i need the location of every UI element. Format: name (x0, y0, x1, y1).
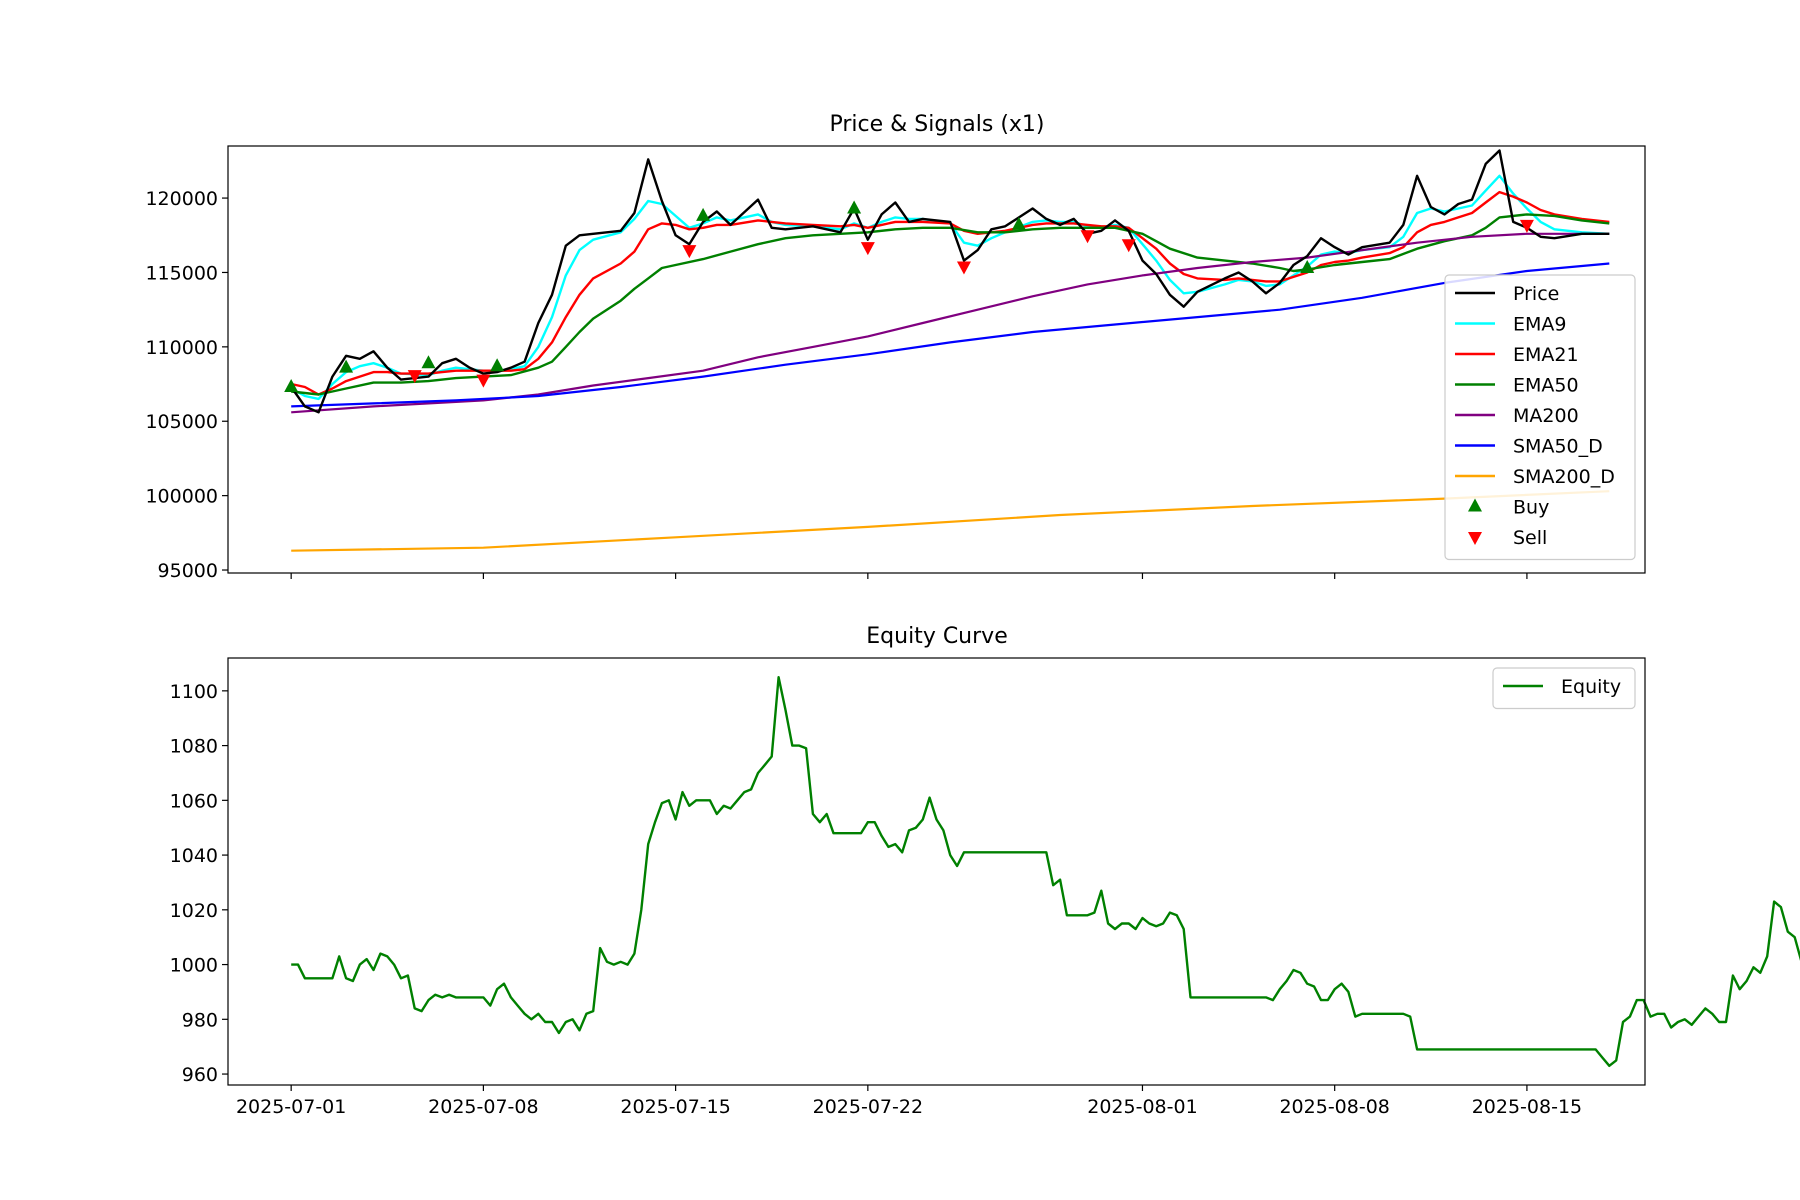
legend-label-sell: Sell (1513, 527, 1547, 549)
series-line-sma50-d (291, 262, 1610, 408)
buy-marker (339, 359, 354, 373)
price-legend: Price EMA9 EMA21 EMA50 MA200 SMA50_D SMA200_D B… (1444, 274, 1636, 561)
legend-label-buy: Buy (1513, 497, 1549, 519)
buy-marker (696, 207, 711, 221)
buy-marker (847, 200, 862, 214)
legend-label-sma50-d: SMA50_D (1513, 436, 1603, 458)
legend-label-price: Price (1513, 283, 1559, 305)
legend-box (1444, 274, 1636, 561)
legend-box (1492, 667, 1636, 710)
series-line-ema50 (291, 213, 1610, 396)
y-tick-label: 1060 (170, 790, 218, 812)
equity-plot-frame (227, 657, 1646, 1086)
price-chart-title: Price & Signals (x1) (829, 112, 1044, 137)
equity-chart-title: Equity Curve (866, 624, 1007, 649)
legend-label-equity: Equity (1561, 676, 1621, 698)
buy-marker (1300, 260, 1315, 273)
x-tick-label: 2025-08-08 (1279, 1096, 1389, 1118)
legend-sell-marker (1468, 532, 1482, 545)
price-axes: 95000 100000 105000 110000 115000 120000 (145, 188, 1528, 582)
legend-label-ema9: EMA9 (1513, 314, 1566, 336)
x-tick-label: 2025-07-15 (620, 1096, 730, 1118)
y-tick-label: 100000 (145, 486, 218, 508)
equity-marks (291, 676, 1800, 1068)
series-line-sma200-d (291, 490, 1610, 552)
y-tick-label: 960 (182, 1064, 218, 1086)
y-tick-label: 1040 (170, 845, 218, 867)
equity-axes: 960 980 1000 1020 1040 1060 1080 1100 2025-07-01… (170, 681, 1582, 1118)
sell-marker (956, 261, 971, 275)
y-tick-label: 980 (182, 1009, 218, 1031)
series-line-price (290, 149, 1610, 414)
price-marks (284, 149, 1610, 552)
sell-marker (682, 245, 697, 259)
buy-marker (284, 379, 299, 393)
series-line-equity (291, 676, 1800, 1068)
x-tick-label: 2025-08-01 (1087, 1096, 1197, 1118)
x-tick-label: 2025-07-08 (428, 1096, 538, 1118)
y-tick-label: 1100 (170, 681, 218, 703)
y-tick-label: 1080 (170, 736, 218, 758)
legend-label-ema21: EMA21 (1513, 344, 1579, 366)
price-panel: Price & Signals (x1) 95000 100000 105000 11… (145, 112, 1646, 582)
sell-marker (860, 242, 875, 256)
y-tick-label: 1000 (170, 955, 218, 977)
equity-panel: Equity Curve 960 980 1000 1020 1040 1060 1080 1… (170, 624, 1800, 1118)
buy-marker (490, 358, 505, 372)
x-tick-label: 2025-08-15 (1472, 1096, 1582, 1118)
y-tick-label: 110000 (145, 337, 218, 359)
price-plot-frame (227, 145, 1646, 574)
sell-marker (476, 374, 491, 388)
y-tick-label: 115000 (145, 262, 218, 284)
equity-legend: Equity (1492, 667, 1636, 710)
y-tick-label: 120000 (145, 188, 218, 210)
series-line-ma200 (291, 232, 1610, 414)
y-tick-label: 1020 (170, 900, 218, 922)
legend-label-ma200: MA200 (1513, 405, 1579, 427)
sell-marker (1121, 239, 1136, 253)
legend-buy-marker (1468, 498, 1482, 512)
sell-marker (1080, 230, 1095, 244)
legend-label-ema50: EMA50 (1513, 375, 1579, 397)
sell-marker (407, 370, 422, 384)
buy-marker (1011, 216, 1026, 230)
x-tick-label: 2025-07-01 (236, 1096, 346, 1118)
x-tick-label: 2025-07-22 (813, 1096, 923, 1118)
buy-marker (421, 355, 436, 369)
sell-marker (1519, 219, 1534, 233)
legend-label-sma200-d: SMA200_D (1513, 466, 1615, 488)
y-tick-label: 105000 (145, 411, 218, 433)
y-tick-label: 95000 (158, 560, 218, 582)
